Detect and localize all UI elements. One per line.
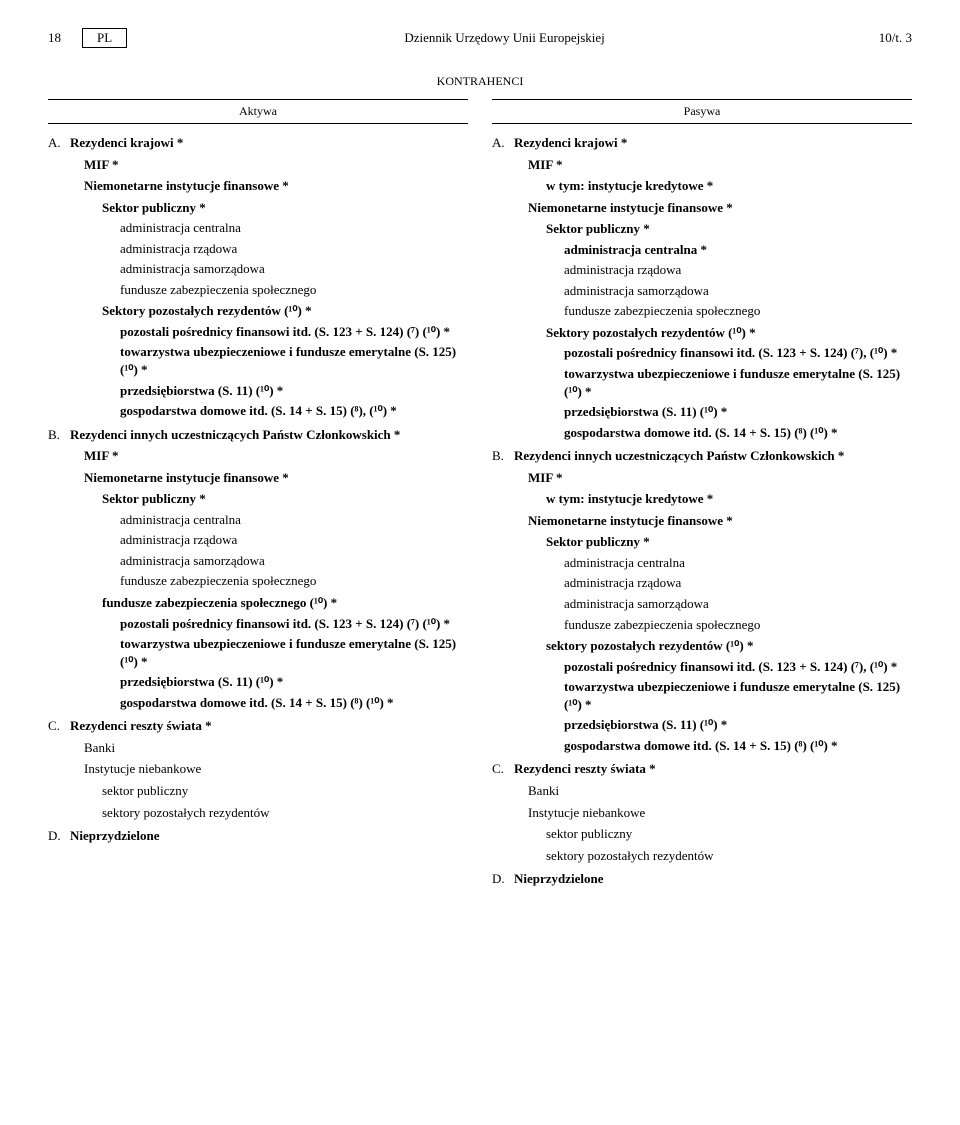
r-item-d-lead: D. [492,870,514,888]
item-c-lead: C. [48,717,70,735]
r-item-b-sp: Sektor publiczny * [546,533,912,551]
item-b-fzs: fundusze zabezpieczenia społecznego (¹⁰)… [102,594,468,612]
r-item-b-nif: Niemonetarne instytucje finansowe * [528,512,912,530]
assets-heading: Aktywa [48,99,468,124]
item-b-ac: administracja centralna [120,511,468,529]
item-b-lead: B. [48,426,70,444]
r-item-tue: towarzystwa ubezpieczeniowe i fundusze e… [564,365,912,400]
r-item-b-fz: fundusze zabezpieczenia społecznego [564,616,912,634]
r-item-nif: Niemonetarne instytucje finansowe * [528,199,912,217]
assets-column: Aktywa A. Rezydenci krajowi * MIF * Niem… [48,99,468,892]
item-b-text: Rezydenci innych uczestniczących Państw … [70,426,468,444]
r-item-c-lead: C. [492,760,514,778]
r-item-mif: MIF * [528,156,912,174]
r-item-a-lead: A. [492,134,514,152]
r-item-a-text: Rezydenci krajowi * [514,134,912,152]
r-item-b-lead: B. [492,447,514,465]
r-item-ar: administracja rządowa [564,261,912,279]
r-item-ac: administracja centralna * [564,241,912,259]
item-d: D. Nieprzydzielone [48,827,468,845]
item-c-banki: Banki [84,739,468,757]
item-c-spr: sektory pozostałych rezydentów [102,804,468,822]
r-item-as: administracja samorządowa [564,282,912,300]
liabilities-column: Pasywa A. Rezydenci krajowi * MIF * w ty… [492,99,912,892]
item-b: B. Rezydenci innych uczestniczących Pańs… [48,426,468,444]
item-a-lead: A. [48,134,70,152]
r-item-sp: Sektor publiczny * [546,220,912,238]
r-item-b-text: Rezydenci innych uczestniczących Państw … [514,447,912,465]
r-item-ppf: pozostali pośrednicy finansowi itd. (S. … [564,344,912,362]
liabilities-heading: Pasywa [492,99,912,124]
r-item-b-tue: towarzystwa ubezpieczeniowe i fundusze e… [564,678,912,713]
item-d-text: Nieprzydzielone [70,827,468,845]
r-item-fz: fundusze zabezpieczenia społecznego [564,302,912,320]
r-item-b-spr: sektory pozostałych rezydentów (¹⁰) * [546,637,912,655]
item-b-mif: MIF * [84,447,468,465]
item-fz: fundusze zabezpieczenia społecznego [120,281,468,299]
item-a-text: Rezydenci krajowi * [70,134,468,152]
page-header: 18 PL Dziennik Urzędowy Unii Europejskie… [48,28,912,48]
item-b-nif: Niemonetarne instytucje finansowe * [84,469,468,487]
r-item-b-gd: gospodarstwa domowe itd. (S. 14 + S. 15)… [564,737,912,755]
item-tue: towarzystwa ubezpieczeniowe i fundusze e… [120,343,468,378]
item-ac: administracja centralna [120,219,468,237]
r-item-gd: gospodarstwa domowe itd. (S. 14 + S. 15)… [564,424,912,442]
two-column-layout: Aktywa A. Rezydenci krajowi * MIF * Niem… [48,99,912,892]
item-b-prz: przedsiębiorstwa (S. 11) (¹⁰) * [120,673,468,691]
item-ppf: pozostali pośrednicy finansowi itd. (S. … [120,323,468,341]
item-b-ar: administracja rządowa [120,531,468,549]
item-spr: Sektory pozostałych rezydentów (¹⁰) * [102,302,468,320]
r-item-b-as: administracja samorządowa [564,595,912,613]
item-b-sp: Sektor publiczny * [102,490,468,508]
r-item-b: B. Rezydenci innych uczestniczących Pańs… [492,447,912,465]
volume-label: 10/t. 3 [862,30,912,46]
r-item-c-spub: sektor publiczny [546,825,912,843]
item-gd: gospodarstwa domowe itd. (S. 14 + S. 15)… [120,402,468,420]
r-item-c-text: Rezydenci reszty świata * [514,760,912,778]
r-item-c-spr: sektory pozostałych rezydentów [546,847,912,865]
section-title: KONTRAHENCI [48,74,912,89]
r-item-a: A. Rezydenci krajowi * [492,134,912,152]
r-item-d-text: Nieprzydzielone [514,870,912,888]
item-b-tue: towarzystwa ubezpieczeniowe i fundusze e… [120,635,468,670]
r-item-c: C. Rezydenci reszty świata * [492,760,912,778]
item-sp: Sektor publiczny * [102,199,468,217]
item-c: C. Rezydenci reszty świata * [48,717,468,735]
item-c-spub: sektor publiczny [102,782,468,800]
journal-title: Dziennik Urzędowy Unii Europejskiej [147,30,862,46]
item-a: A. Rezydenci krajowi * [48,134,468,152]
language-box: PL [82,28,127,48]
item-b-as: administracja samorządowa [120,552,468,570]
item-nif: Niemonetarne instytucje finansowe * [84,177,468,195]
page-number: 18 [48,30,82,46]
r-item-prz: przedsiębiorstwa (S. 11) (¹⁰) * [564,403,912,421]
item-as: administracja samorządowa [120,260,468,278]
item-d-lead: D. [48,827,70,845]
r-item-b-ppf: pozostali pośrednicy finansowi itd. (S. … [564,658,912,676]
r-item-b-mif: MIF * [528,469,912,487]
r-item-spr: Sektory pozostałych rezydentów (¹⁰) * [546,324,912,342]
item-c-text: Rezydenci reszty świata * [70,717,468,735]
item-mif: MIF * [84,156,468,174]
r-item-wtym: w tym: instytucje kredytowe * [546,177,912,195]
r-item-c-banki: Banki [528,782,912,800]
item-c-inb: Instytucje niebankowe [84,760,468,778]
item-b-gd: gospodarstwa domowe itd. (S. 14 + S. 15)… [120,694,468,712]
r-item-b-prz: przedsiębiorstwa (S. 11) (¹⁰) * [564,716,912,734]
item-b-fz: fundusze zabezpieczenia społecznego [120,572,468,590]
r-item-b-ar: administracja rządowa [564,574,912,592]
r-item-c-inb: Instytucje niebankowe [528,804,912,822]
item-ar: administracja rządowa [120,240,468,258]
item-b-ppf: pozostali pośrednicy finansowi itd. (S. … [120,615,468,633]
r-item-b-ac: administracja centralna [564,554,912,572]
r-item-d: D. Nieprzydzielone [492,870,912,888]
item-prz: przedsiębiorstwa (S. 11) (¹⁰) * [120,382,468,400]
r-item-b-wtym: w tym: instytucje kredytowe * [546,490,912,508]
